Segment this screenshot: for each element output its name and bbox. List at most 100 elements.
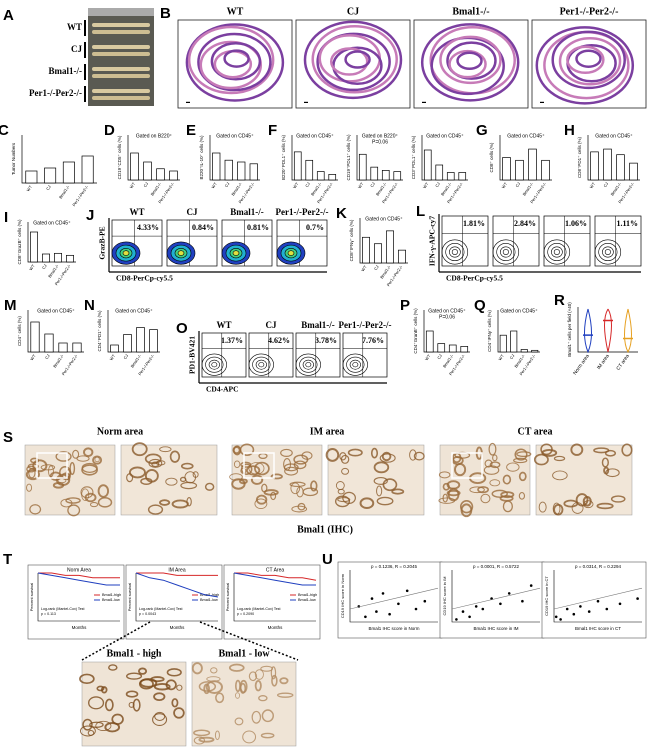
tissue-structure [379,453,396,463]
contour [255,359,267,370]
y-axis-label: CD8⁺IFNγ⁺ cells (%) [349,219,354,261]
gate-percent: 0.7% [306,223,324,232]
tissue-structure [104,698,114,712]
tissue-structure [100,686,108,694]
column-title: WT [216,320,231,330]
x-tick-label: Norm area [572,353,591,376]
tissue-structure [538,501,547,513]
y-axis-label: CD19 IHC score in Norm [340,573,345,618]
tissue-structure [81,462,98,473]
tissue-structure [442,482,450,491]
scatter-point [364,615,367,619]
contour [252,356,271,373]
tissue-structure [191,662,203,675]
tissue-structure [325,448,340,462]
tissue-structure [289,481,306,488]
contour [551,246,563,258]
x-axis-label: CD8-PerCp-cy5.5 [446,274,503,283]
tissue-structure [442,493,448,503]
tissue-structure [128,701,135,708]
x-axis-label: CD4-APC [206,385,239,394]
he-roll [448,49,487,79]
bar [510,330,518,353]
tissue-structure [480,493,491,504]
tissue-structure [621,443,633,457]
x-tick-label: WT [25,184,33,192]
tissue-structure [206,676,221,682]
image-title: WT [227,6,244,17]
x-tick-label: CJ [41,263,48,270]
panel-letter: B [160,5,171,22]
bar [81,155,94,184]
tissue-structure [228,663,245,672]
tissue-structure [246,465,261,476]
survival-curve [37,572,120,586]
x-tick-label: WT [28,263,36,271]
test-label: Log-rank (Mantel-Cox) Test [41,607,84,611]
x-tick-label: CJ [369,181,376,188]
gate-label: Gated on CD45⁺ [595,133,633,139]
bar [515,159,524,181]
tissue-structure [460,503,473,518]
bar [629,162,638,181]
tissue-structure [152,713,168,727]
tissue-structure [97,484,110,498]
axis [233,573,316,622]
tissue-structure [341,467,350,475]
tissue-structure [82,718,93,731]
he-roll [210,42,262,81]
row-label: WT [67,22,82,32]
gate-label: Gated on CD45⁺ [33,220,71,226]
y-axis-label: CD19⁺CD5⁺ cells (%) [117,135,122,179]
tissue-structure [488,442,497,456]
x-tick-label: CJ [436,353,443,360]
x-tick-label: CJ [122,353,129,360]
legend-label: Bmal1-low [298,598,316,602]
tissue-structure [55,451,72,462]
tissue-structure [76,455,90,462]
x-tick-label: CJ [45,184,52,191]
bar [393,171,402,181]
he-roll [551,30,626,90]
y-axis-label: PD1-BV421 [188,336,197,374]
p-value: p = 0.0043 [139,612,156,616]
axis [349,570,438,623]
column-title: Per1-/-Per2-/- [276,207,329,217]
tissue-structure [214,730,220,741]
tissue-structure [176,684,183,691]
gate-label: Gated on CD45⁺ [426,133,464,139]
tissue-structure [376,496,394,506]
scatter-point [455,618,458,621]
tissue-structure [126,473,134,483]
x-tick-label: Bmal1-/- [52,353,65,369]
bar [30,231,38,263]
survival-curve [136,572,218,576]
tissue-structure [553,503,564,516]
tissue-structure [40,464,56,471]
scatter-point [468,615,471,619]
gate-percent: 1.81% [463,219,485,228]
scatter-point [405,589,409,593]
x-tick-label: CJ [224,181,231,188]
contour [205,356,224,373]
colon [92,52,150,56]
trend-line [553,587,643,610]
area-title: CT area [518,426,553,437]
annotation: P=0.06 [372,139,388,145]
violin [604,308,612,353]
he-roll [456,51,483,71]
area-title: IM area [310,426,345,437]
x-tick-label: Bmal1-/- [58,184,71,200]
p-value: p = 0.113 [41,612,56,616]
bar [437,343,446,353]
gate-percent: 7.76% [362,336,384,345]
scatter-point [565,607,569,611]
tissue-structure [250,474,264,485]
contour [349,359,361,370]
y-axis-label: B220⁺PDL1⁺ cells (%) [281,134,286,180]
y-axis-label: CD3⁺PDL1⁺ cells (%) [411,135,416,179]
tissue-structure [514,448,528,461]
x-tick-label: WT [360,264,368,272]
tissue-structure [215,692,225,704]
